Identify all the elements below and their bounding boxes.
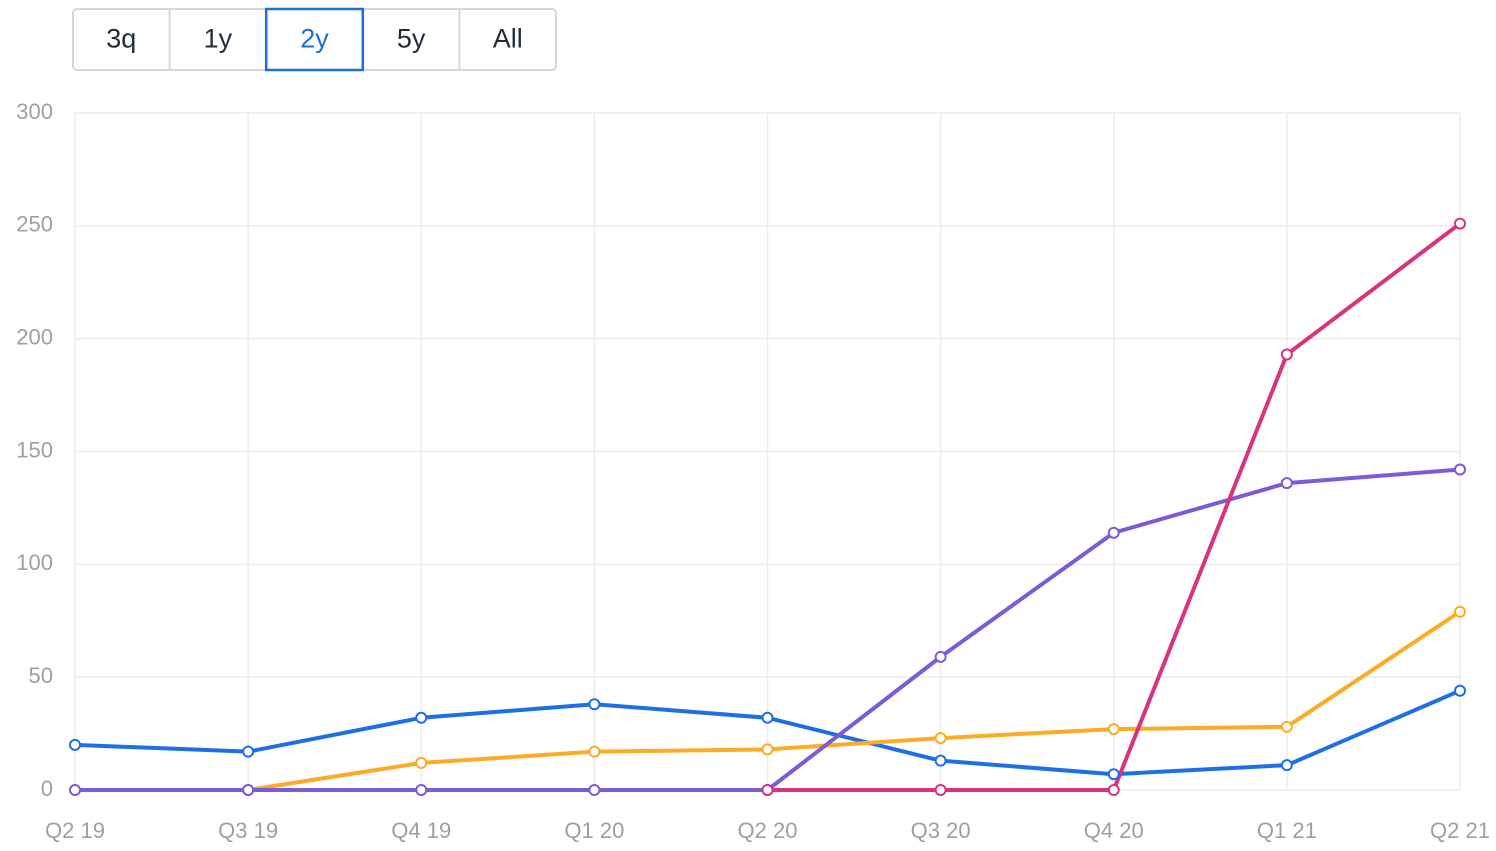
data-point — [1454, 217, 1466, 230]
data-point — [588, 698, 601, 711]
data-point — [761, 743, 774, 756]
plot — [69, 217, 1466, 796]
x-tick-label: Q2 21 — [1430, 818, 1490, 843]
data-point — [242, 745, 255, 758]
data-point — [1454, 684, 1466, 697]
x-tick-label: Q1 21 — [1257, 818, 1317, 843]
y-tick-label: 250 — [16, 212, 53, 237]
data-point — [415, 784, 428, 796]
selected-button-border — [264, 7, 365, 72]
grid: 0 50 100 150 200 250 300 Q2 19 Q3 19 Q4 19 Q1 20 Q2… — [16, 99, 1490, 843]
range-button[interactable]: All — [493, 24, 523, 54]
range-button[interactable]: 5y — [397, 24, 426, 54]
y-tick-label: 0 — [41, 776, 53, 801]
data-point — [934, 650, 947, 663]
x-tick-label: Q2 20 — [738, 818, 798, 843]
data-point — [761, 711, 774, 724]
data-point — [242, 784, 255, 796]
data-point — [1280, 477, 1293, 490]
data-point — [1107, 768, 1120, 781]
data-point — [1280, 348, 1293, 361]
data-point — [1107, 526, 1120, 539]
data-point — [1454, 605, 1466, 618]
data-point — [588, 745, 601, 758]
x-tick-label: Q2 19 — [45, 818, 105, 843]
x-tick-label: Q1 20 — [564, 818, 624, 843]
range-button[interactable]: 1y — [204, 24, 233, 54]
data-point — [69, 784, 81, 796]
y-tick-label: 50 — [29, 663, 53, 688]
y-tick-label: 300 — [16, 99, 53, 124]
x-tick-label: Q3 19 — [218, 818, 278, 843]
range-selector: 3q 1y 2y 5y All — [72, 7, 557, 72]
data-point — [415, 711, 428, 724]
data-point — [934, 784, 947, 796]
data-point — [415, 756, 428, 769]
x-tick-label: Q4 19 — [391, 818, 451, 843]
range-button[interactable]: 3q — [106, 24, 136, 54]
data-point — [761, 784, 774, 796]
y-tick-label: 200 — [16, 324, 53, 349]
x-tick-label: Q3 20 — [911, 818, 971, 843]
data-point — [69, 738, 81, 751]
data-point — [934, 732, 947, 745]
data-point — [1107, 784, 1120, 796]
x-tick-label: Q4 20 — [1084, 818, 1144, 843]
data-point — [588, 784, 601, 796]
data-point — [1280, 759, 1293, 772]
y-tick-label: 150 — [16, 437, 53, 462]
y-tick-label: 100 — [16, 550, 53, 575]
range-button[interactable]: 2y — [300, 24, 329, 54]
data-point — [934, 754, 947, 767]
data-point — [1280, 720, 1293, 733]
data-point — [1454, 463, 1466, 476]
data-point — [1107, 723, 1120, 736]
